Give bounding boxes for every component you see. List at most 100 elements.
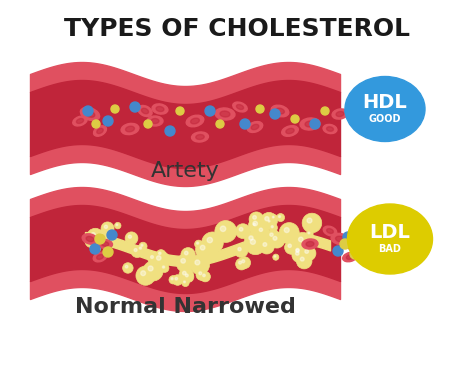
Ellipse shape xyxy=(323,124,337,133)
Circle shape xyxy=(259,228,263,232)
Circle shape xyxy=(195,240,203,248)
Ellipse shape xyxy=(191,118,200,124)
Circle shape xyxy=(196,241,214,259)
Ellipse shape xyxy=(251,124,259,130)
Circle shape xyxy=(308,232,310,234)
Circle shape xyxy=(292,248,306,262)
Circle shape xyxy=(273,254,279,260)
Ellipse shape xyxy=(93,126,107,136)
Circle shape xyxy=(182,271,194,282)
Ellipse shape xyxy=(86,236,94,242)
Circle shape xyxy=(276,213,284,222)
Circle shape xyxy=(139,242,147,251)
Circle shape xyxy=(253,221,257,226)
Circle shape xyxy=(181,258,185,263)
Circle shape xyxy=(134,249,137,252)
Ellipse shape xyxy=(196,135,204,139)
Ellipse shape xyxy=(98,240,112,249)
Circle shape xyxy=(292,245,306,258)
Circle shape xyxy=(273,216,274,218)
Ellipse shape xyxy=(191,132,209,142)
Circle shape xyxy=(235,244,248,257)
Ellipse shape xyxy=(147,116,163,126)
Circle shape xyxy=(196,269,208,280)
Ellipse shape xyxy=(121,123,139,135)
Ellipse shape xyxy=(233,102,247,112)
Circle shape xyxy=(131,246,143,257)
Circle shape xyxy=(156,256,161,260)
Circle shape xyxy=(284,241,298,254)
Circle shape xyxy=(103,247,113,257)
Circle shape xyxy=(256,225,269,238)
Circle shape xyxy=(103,116,113,126)
Text: HDL: HDL xyxy=(363,94,407,113)
Circle shape xyxy=(249,236,253,240)
Circle shape xyxy=(185,274,188,277)
Circle shape xyxy=(136,266,155,285)
Text: Artety: Artety xyxy=(151,161,219,181)
Circle shape xyxy=(200,271,210,282)
Ellipse shape xyxy=(327,229,333,233)
Circle shape xyxy=(165,126,175,136)
Circle shape xyxy=(137,245,146,254)
Ellipse shape xyxy=(336,236,345,242)
Circle shape xyxy=(197,242,199,244)
Ellipse shape xyxy=(186,115,204,127)
Circle shape xyxy=(245,234,266,255)
Circle shape xyxy=(83,106,93,116)
Text: TYPES OF CHOLESTEROL: TYPES OF CHOLESTEROL xyxy=(64,17,410,41)
Circle shape xyxy=(296,253,312,269)
Ellipse shape xyxy=(327,127,334,131)
Circle shape xyxy=(182,279,189,287)
Circle shape xyxy=(306,230,313,237)
Circle shape xyxy=(261,212,277,229)
Circle shape xyxy=(87,228,104,246)
Circle shape xyxy=(144,120,152,128)
Circle shape xyxy=(238,261,242,264)
Ellipse shape xyxy=(101,242,109,246)
Ellipse shape xyxy=(93,252,107,262)
Circle shape xyxy=(271,226,273,228)
Circle shape xyxy=(251,221,260,230)
Ellipse shape xyxy=(282,126,298,136)
Circle shape xyxy=(200,245,205,250)
Circle shape xyxy=(207,237,212,243)
Circle shape xyxy=(216,120,224,128)
Circle shape xyxy=(256,105,264,113)
Circle shape xyxy=(90,243,100,253)
Circle shape xyxy=(176,254,195,273)
Ellipse shape xyxy=(141,108,148,114)
Circle shape xyxy=(292,246,306,259)
Ellipse shape xyxy=(156,106,164,111)
Ellipse shape xyxy=(81,107,100,121)
Ellipse shape xyxy=(97,255,103,260)
Circle shape xyxy=(203,274,205,277)
Circle shape xyxy=(91,233,95,237)
Circle shape xyxy=(104,225,108,229)
Circle shape xyxy=(239,227,243,231)
Circle shape xyxy=(176,107,184,115)
Circle shape xyxy=(302,213,322,233)
Circle shape xyxy=(116,224,118,226)
Circle shape xyxy=(333,246,343,256)
Circle shape xyxy=(130,102,140,112)
Circle shape xyxy=(284,227,289,233)
Circle shape xyxy=(95,230,110,246)
Circle shape xyxy=(92,120,100,128)
Circle shape xyxy=(93,245,95,248)
Text: GOOD: GOOD xyxy=(369,114,401,124)
Circle shape xyxy=(179,268,193,282)
Circle shape xyxy=(173,275,183,285)
Circle shape xyxy=(350,249,360,259)
Circle shape xyxy=(205,106,215,116)
Circle shape xyxy=(215,221,237,243)
Circle shape xyxy=(143,261,163,281)
Circle shape xyxy=(295,252,299,255)
Circle shape xyxy=(279,216,281,218)
Circle shape xyxy=(271,215,277,221)
Circle shape xyxy=(125,265,128,268)
Ellipse shape xyxy=(336,111,344,117)
Circle shape xyxy=(169,276,177,284)
Circle shape xyxy=(263,243,267,246)
Circle shape xyxy=(248,217,266,235)
